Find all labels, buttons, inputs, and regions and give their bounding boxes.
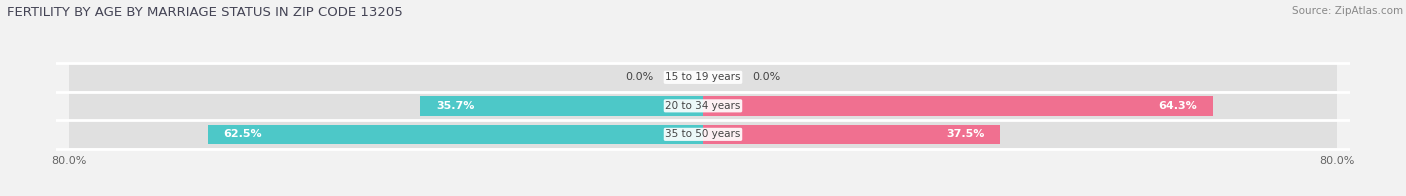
Bar: [703, 96, 1212, 115]
Bar: [69, 121, 703, 148]
Bar: [208, 125, 703, 144]
Text: 0.0%: 0.0%: [752, 72, 780, 82]
Text: 37.5%: 37.5%: [946, 129, 984, 139]
Bar: [703, 125, 1000, 144]
Text: Source: ZipAtlas.com: Source: ZipAtlas.com: [1292, 6, 1403, 16]
Bar: [703, 121, 1337, 148]
Bar: [69, 64, 703, 91]
Bar: [420, 96, 703, 115]
Text: 35.7%: 35.7%: [436, 101, 474, 111]
Text: 0.0%: 0.0%: [626, 72, 654, 82]
Bar: [703, 92, 1337, 120]
Bar: [703, 64, 1337, 91]
Text: FERTILITY BY AGE BY MARRIAGE STATUS IN ZIP CODE 13205: FERTILITY BY AGE BY MARRIAGE STATUS IN Z…: [7, 6, 402, 19]
Bar: [69, 92, 703, 120]
Text: 64.3%: 64.3%: [1159, 101, 1197, 111]
Text: 20 to 34 years: 20 to 34 years: [665, 101, 741, 111]
Text: 62.5%: 62.5%: [224, 129, 262, 139]
Text: 15 to 19 years: 15 to 19 years: [665, 72, 741, 82]
Text: 35 to 50 years: 35 to 50 years: [665, 129, 741, 139]
